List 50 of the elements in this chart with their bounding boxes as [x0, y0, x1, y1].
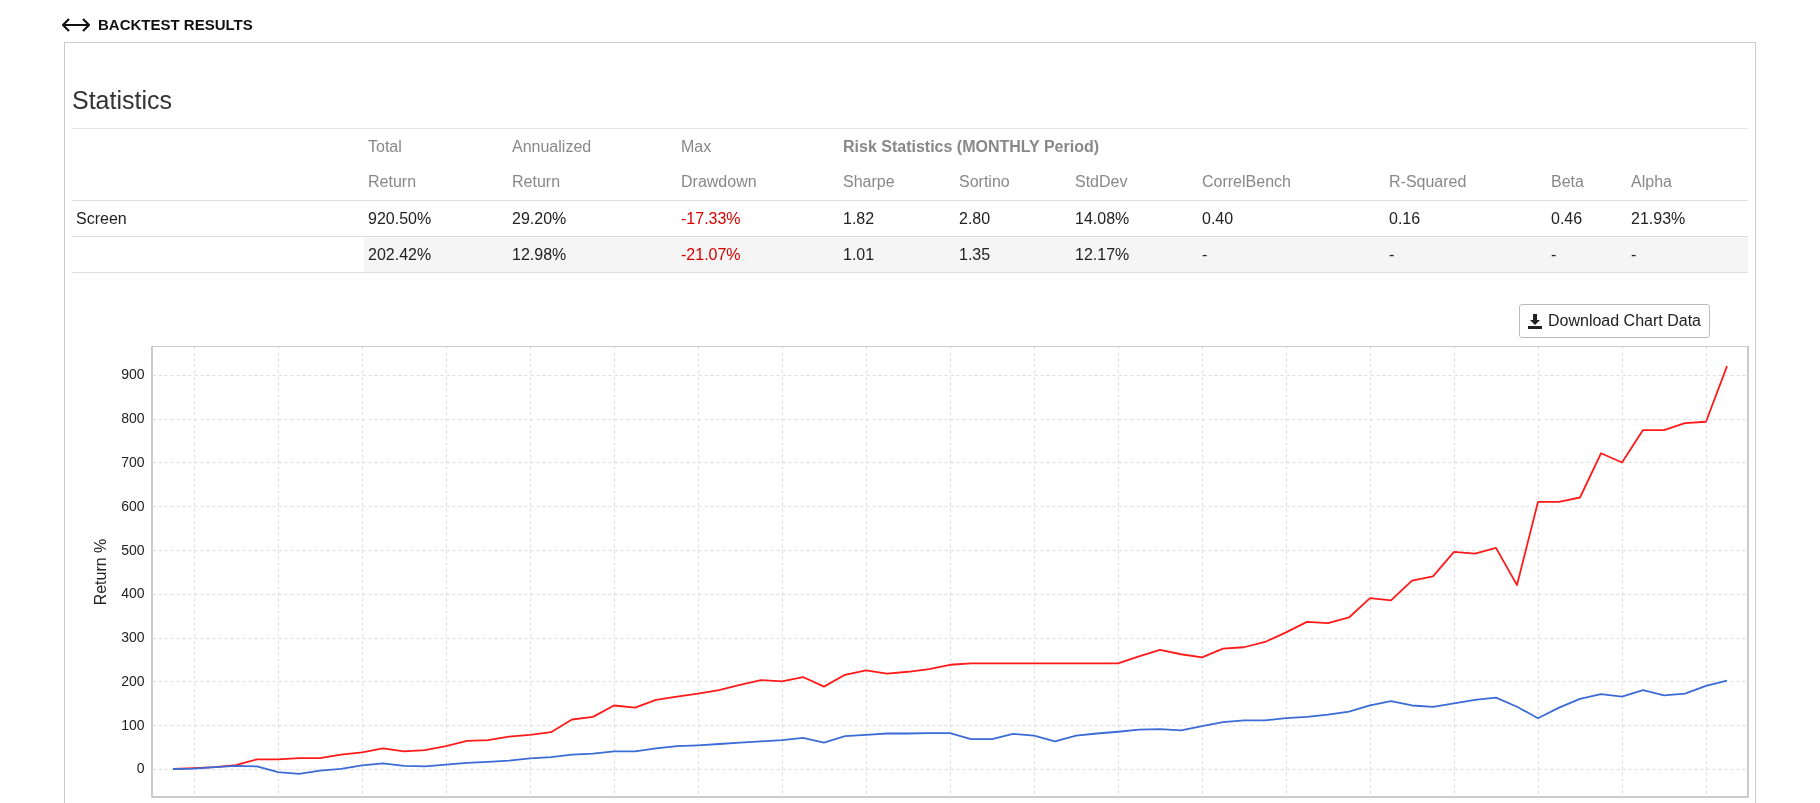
- y-tick-label: 900: [121, 366, 145, 383]
- text: 21.93%: [1627, 200, 1749, 237]
- text: 202.42%: [364, 236, 508, 273]
- text: 12.98%: [508, 236, 677, 273]
- text: BACKTEST RESULTS: [98, 16, 253, 33]
- text: Risk Statistics (MONTHLY Period): [839, 128, 1749, 165]
- text: 1.82: [839, 200, 955, 237]
- y-tick-label: 800: [121, 410, 145, 427]
- y-tick-label: 0: [136, 760, 145, 777]
- text: Return: [511, 172, 562, 193]
- y-tick-label: 100: [121, 716, 145, 733]
- y-tick-label: 300: [121, 629, 145, 646]
- text: -: [1198, 236, 1385, 273]
- y-tick-label: 200: [121, 672, 145, 689]
- text: 14.08%: [1071, 200, 1198, 237]
- text: 1.35: [955, 236, 1071, 273]
- text: Screen: [72, 200, 364, 237]
- text: -: [1547, 236, 1627, 273]
- text: Drawdown: [680, 172, 758, 193]
- text: Return: [367, 172, 418, 193]
- text: Sharpe: [842, 172, 896, 193]
- text: StdDev: [1074, 172, 1129, 193]
- text: -: [1385, 236, 1547, 273]
- y-tick-label: 400: [121, 585, 145, 602]
- text: Download Chart Data: [1548, 312, 1701, 330]
- text: 0.16: [1385, 200, 1547, 237]
- y-tick-label: 600: [121, 497, 145, 514]
- text: Sortino: [958, 172, 1011, 193]
- text: Beta: [1550, 172, 1585, 193]
- text: 0.40: [1198, 200, 1385, 237]
- text: 29.20%: [508, 200, 677, 237]
- text: 2.80: [955, 200, 1071, 237]
- text: R-Squared: [1388, 172, 1468, 193]
- text: Statistics: [72, 86, 173, 115]
- line-series: [172, 679, 1728, 775]
- text: CorrelBench: [1201, 172, 1292, 193]
- text: Max: [677, 128, 839, 165]
- y-axis-title: Return %: [92, 538, 110, 606]
- text: 12.17%: [1071, 236, 1198, 273]
- text: -: [1627, 236, 1749, 273]
- text: 920.50%: [364, 200, 508, 237]
- y-tick-label: 500: [121, 541, 145, 558]
- text: -21.07%: [677, 236, 839, 273]
- text: Alpha: [1630, 172, 1673, 193]
- text: 1.01: [839, 236, 955, 273]
- text: Annualized: [508, 128, 677, 165]
- y-tick-label: 700: [121, 453, 145, 470]
- text: 0.46: [1547, 200, 1627, 237]
- text: -17.33%: [677, 200, 839, 237]
- text: Total: [364, 128, 508, 165]
